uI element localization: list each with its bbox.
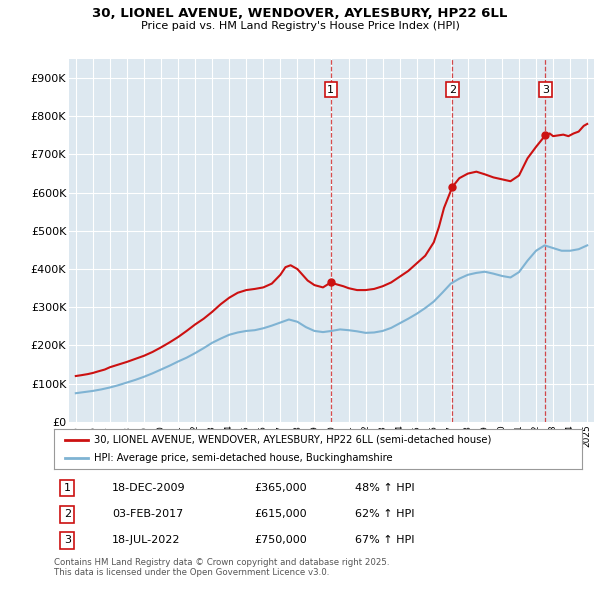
Text: £750,000: £750,000 [254,536,307,546]
Text: 30, LIONEL AVENUE, WENDOVER, AYLESBURY, HP22 6LL: 30, LIONEL AVENUE, WENDOVER, AYLESBURY, … [92,7,508,20]
Text: £365,000: £365,000 [254,483,307,493]
Text: 18-DEC-2009: 18-DEC-2009 [112,483,186,493]
Text: 1: 1 [328,84,334,94]
Text: 62% ↑ HPI: 62% ↑ HPI [355,509,415,519]
Text: Contains HM Land Registry data © Crown copyright and database right 2025.
This d: Contains HM Land Registry data © Crown c… [54,558,389,577]
Text: 2: 2 [449,84,456,94]
Text: 30, LIONEL AVENUE, WENDOVER, AYLESBURY, HP22 6LL (semi-detached house): 30, LIONEL AVENUE, WENDOVER, AYLESBURY, … [94,435,491,445]
Text: HPI: Average price, semi-detached house, Buckinghamshire: HPI: Average price, semi-detached house,… [94,453,392,463]
Text: 3: 3 [542,84,549,94]
Text: 1: 1 [64,483,71,493]
Text: 67% ↑ HPI: 67% ↑ HPI [355,536,415,546]
Text: 3: 3 [64,536,71,546]
Text: 18-JUL-2022: 18-JUL-2022 [112,536,181,546]
Text: 2: 2 [64,509,71,519]
Text: 03-FEB-2017: 03-FEB-2017 [112,509,184,519]
Text: £615,000: £615,000 [254,509,307,519]
Text: Price paid vs. HM Land Registry's House Price Index (HPI): Price paid vs. HM Land Registry's House … [140,21,460,31]
Text: 48% ↑ HPI: 48% ↑ HPI [355,483,415,493]
